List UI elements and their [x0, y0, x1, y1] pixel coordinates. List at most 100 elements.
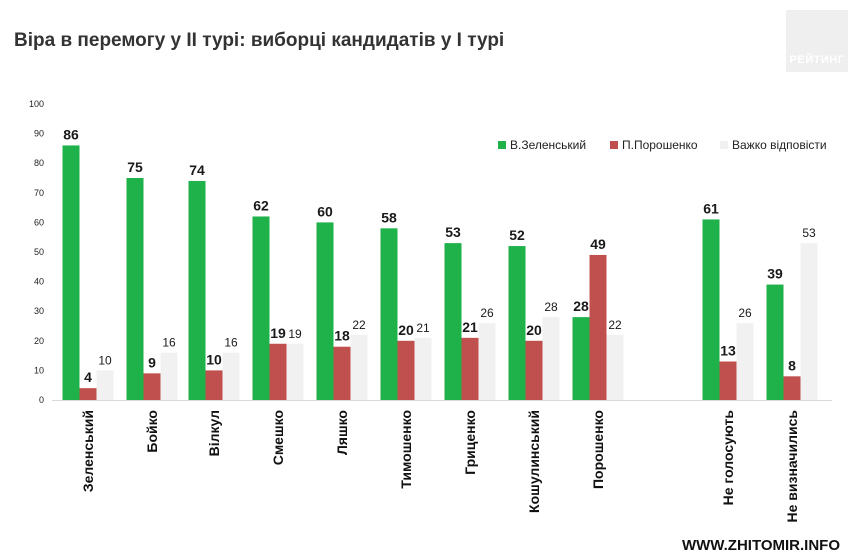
bar-hard — [800, 243, 818, 400]
bar-poroshenko — [143, 373, 161, 400]
legend-swatch — [720, 141, 728, 149]
data-label-zelensky: 75 — [127, 159, 143, 175]
y-tick-label: 60 — [34, 217, 44, 227]
y-tick-label: 90 — [34, 129, 44, 139]
category-label: Смешко — [270, 410, 286, 465]
bar-hard — [736, 323, 754, 400]
category-group: 28 49 22 Порошенко — [572, 236, 624, 489]
data-label-zelensky: 62 — [253, 197, 269, 213]
data-label-zelensky: 86 — [63, 126, 79, 142]
bar-hard — [96, 370, 114, 400]
legend-item-poroshenko: П.Порошенко — [610, 138, 698, 152]
bar-poroshenko — [333, 346, 351, 400]
category-label: Не голосують — [720, 410, 736, 506]
data-label-zelensky: 39 — [767, 266, 783, 282]
rating-logo: РЕЙТИНГ — [786, 10, 848, 72]
bar-hard — [478, 323, 496, 400]
data-label-zelensky: 52 — [509, 227, 525, 243]
data-label-hard: 22 — [352, 318, 366, 332]
bar-poroshenko — [205, 370, 223, 400]
category-group: 58 20 21 Тимошенко — [380, 209, 432, 489]
legend-swatch — [498, 141, 506, 149]
bar-zelensky — [702, 219, 720, 400]
bars: 86410Зеленський75916Бойко741016Вілкул621… — [62, 126, 818, 523]
data-label-hard: 26 — [480, 306, 494, 320]
data-label-hard: 22 — [608, 318, 622, 332]
data-label-poroshenko: 8 — [788, 357, 796, 373]
bar-zelensky — [572, 317, 590, 400]
site-footer: WWW.ZHITOMIR.INFO — [681, 537, 840, 554]
data-label-hard: 19 — [288, 327, 302, 341]
y-tick-label: 70 — [34, 188, 44, 198]
bar-poroshenko — [525, 340, 543, 400]
data-label-poroshenko: 20 — [398, 322, 414, 338]
legend-swatch — [610, 141, 618, 149]
y-tick-label: 20 — [34, 336, 44, 346]
bar-hard — [606, 334, 624, 400]
bar-poroshenko — [269, 343, 287, 400]
y-axis: 0 10 20 30 40 50 60 70 80 90 100 — [29, 99, 832, 405]
y-tick-label: 30 — [34, 306, 44, 316]
bar-poroshenko — [79, 388, 97, 400]
data-label-zelensky: 74 — [189, 162, 205, 178]
data-label-hard: 26 — [738, 306, 752, 320]
data-label-poroshenko: 19 — [270, 325, 286, 341]
bar-zelensky — [316, 222, 334, 400]
y-tick-label: 80 — [34, 158, 44, 168]
data-label-poroshenko: 20 — [526, 322, 542, 338]
legend-label: П.Порошенко — [622, 138, 698, 152]
bar-hard — [542, 317, 560, 400]
bar-zelensky — [444, 243, 462, 400]
bar-poroshenko — [461, 337, 479, 400]
data-label-poroshenko: 21 — [462, 319, 478, 335]
rating-logo-text: РЕЙТИНГ — [789, 54, 845, 66]
data-label-hard: 21 — [416, 321, 430, 335]
category-label: Не визначились — [784, 410, 800, 523]
data-label-poroshenko: 13 — [720, 343, 736, 359]
category-group: 61 13 26 Не голосують — [702, 200, 754, 506]
category-label: Вілкул — [206, 410, 222, 456]
bar-hard — [160, 352, 178, 400]
data-label-poroshenko: 4 — [84, 369, 92, 385]
bar-zelensky — [252, 216, 270, 400]
bar-poroshenko — [783, 376, 801, 400]
bar-zelensky — [508, 246, 526, 400]
bar-zelensky — [380, 228, 398, 400]
bar-zelensky — [188, 180, 206, 400]
data-label-hard: 28 — [544, 300, 558, 314]
legend: В.Зеленський П.Порошенко Важко відповісти — [498, 138, 827, 152]
legend-item-zelensky: В.Зеленський — [498, 138, 586, 152]
bar-hard — [222, 352, 240, 400]
data-label-hard: 16 — [224, 336, 238, 350]
bar-zelensky — [766, 284, 784, 400]
y-tick-label: 50 — [34, 247, 44, 257]
chart-title: Віра в перемогу у ІІ турі: виборці канди… — [14, 30, 505, 51]
legend-item-hard: Важко відповісти — [720, 138, 827, 152]
y-tick-label: 10 — [34, 365, 44, 375]
category-label: Зеленський — [80, 410, 96, 492]
data-label-poroshenko: 49 — [590, 236, 606, 252]
bar-hard — [350, 334, 368, 400]
bar-poroshenko — [589, 254, 607, 400]
data-label-zelensky: 28 — [573, 298, 589, 314]
category-label: Ляшко — [334, 410, 350, 455]
y-tick-label: 0 — [39, 395, 44, 405]
category-group: 39 8 53 Не визначились — [766, 226, 818, 523]
data-label-zelensky: 60 — [317, 203, 333, 219]
category-label: Тимошенко — [398, 410, 414, 489]
category-label: Гриценко — [462, 410, 478, 475]
bar-hard — [286, 343, 304, 400]
bar-poroshenko — [397, 340, 415, 400]
y-tick-label: 40 — [34, 277, 44, 287]
bar-zelensky — [62, 145, 80, 400]
category-group: 86 4 10 Зеленський — [62, 126, 114, 492]
category-label: Порошенко — [590, 410, 606, 489]
category-group: 75 9 16 Бойко — [126, 159, 178, 453]
legend-label: В.Зеленський — [510, 138, 586, 152]
bar-hard — [414, 337, 432, 400]
